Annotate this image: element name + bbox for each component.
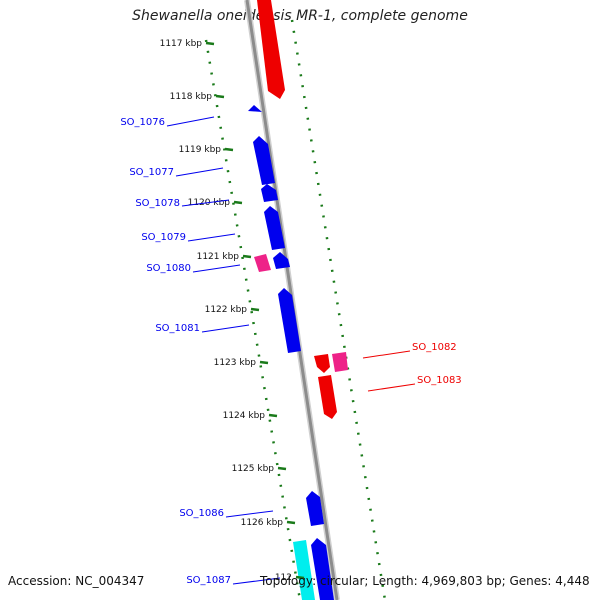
tick-label: 1119 kbp [179,145,222,155]
gene-label-leader [192,264,241,273]
tick-mark [277,466,287,471]
gene-SO_1078[interactable] [261,184,278,202]
tick-mark [215,94,225,99]
gene-label-leader [187,233,236,242]
gene-SO_1083[interactable] [318,375,337,419]
outer-dotted-track [290,19,387,600]
gene-label[interactable]: SO_1086 [179,508,224,519]
gene-label[interactable]: SO_1083 [417,375,462,386]
gene-label[interactable]: SO_1087 [186,575,231,586]
tick-mark [295,575,305,580]
gene-label[interactable]: SO_1077 [129,167,174,178]
tick-mark [259,360,269,365]
tick-label: 112 [275,573,292,583]
gene-label-leader [232,577,281,585]
gene-features[interactable] [248,0,348,600]
gene-SO_1087[interactable] [311,538,334,600]
map-title: Shewanella oneidensis MR-1, complete gen… [132,8,468,24]
tick-label: 1117 kbp [160,39,203,49]
gene-SO_1081[interactable] [278,288,301,353]
tick-mark [250,307,260,312]
tick-mark [205,41,215,46]
tick-label: 1122 kbp [205,305,248,315]
gene-label-leader [362,350,411,359]
gene-label[interactable]: SO_1082 [412,342,457,353]
gene-label-leader [201,324,250,333]
gene-SO_1080[interactable] [273,252,290,269]
gene-label-leader [367,383,416,392]
gene-SO_1077[interactable] [253,136,275,185]
gene-reverse-top[interactable] [257,0,285,99]
tick-label: 1121 kbp [197,252,240,262]
gene-labels[interactable]: SO_1076 SO_1077 SO_1078 SO_1079 SO_1080 SO_10… [120,116,462,586]
gene-SO_1086[interactable] [306,491,324,526]
gene-label-leader [225,510,274,518]
tick-mark [242,254,252,259]
tick-label: 1126 kbp [241,518,284,528]
gene-label[interactable]: SO_1079 [141,232,186,243]
tick-mark [233,200,243,205]
tick-label: 1125 kbp [232,464,275,474]
gene-label[interactable]: SO_1081 [155,323,200,334]
gene-label[interactable]: SO_1078 [135,198,180,209]
inner-dotted-track [204,39,302,600]
gene-SO_1076[interactable] [248,105,262,112]
tick-label: 1123 kbp [214,358,257,368]
gene-label-leader [175,167,224,177]
accession-text: Accession: NC_004347 [8,574,145,588]
tick-mark [224,147,234,152]
tick-label: 1124 kbp [223,411,266,421]
gene-SO_1087-other[interactable] [293,540,315,600]
gene-SO_1082[interactable] [314,354,330,373]
gene-label-leader [181,199,230,207]
gene-label-leader [166,116,215,127]
gene-SO_1079[interactable] [264,206,285,250]
topology-text: Topology: circular; Length: 4,969,803 bp… [260,574,590,588]
tick-label: 1118 kbp [170,92,213,102]
gene-label[interactable]: SO_1080 [146,263,191,274]
tick-mark [286,520,296,525]
tick-mark [268,413,278,418]
gene-SO_1082-rna[interactable] [332,352,348,372]
gene-label[interactable]: SO_1076 [120,117,165,128]
gene-SO_1080-rna[interactable] [254,254,271,272]
